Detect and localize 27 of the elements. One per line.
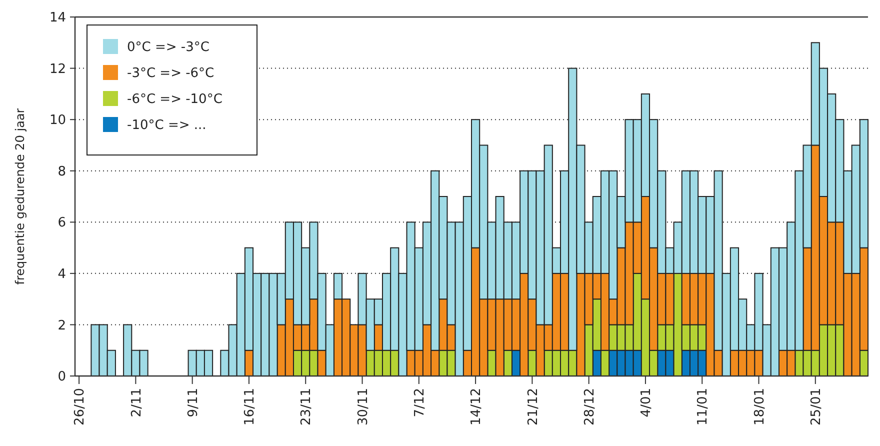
x-tick-label: 7/12 (412, 388, 428, 418)
legend-label: 0°C => -3°C (127, 40, 210, 56)
x-tick-label: 23/11 (299, 388, 314, 426)
x-tick-label: 2/11 (129, 388, 144, 418)
legend-label: -3°C => -6°C (127, 66, 214, 82)
legend-label: -10°C => ... (127, 118, 206, 134)
y-tick-label: 0 (58, 370, 66, 385)
y-axis-title: frequentie gedurende 20 jaar (13, 108, 27, 285)
y-tick-label: 4 (58, 266, 66, 282)
x-tick-label: 25/01 (808, 388, 824, 426)
x-tick-label: 14/12 (469, 388, 484, 426)
x-tick-label: 4/01 (639, 388, 654, 418)
x-tick-label: 16/11 (242, 388, 258, 426)
x-tick-label: 28/12 (582, 388, 598, 426)
x-tick-label: 26/10 (72, 388, 88, 426)
y-tick-label: 14 (49, 10, 66, 26)
y-tick-label: 12 (49, 62, 66, 77)
x-tick-label: 9/11 (186, 388, 201, 418)
x-tick-label: 21/12 (526, 388, 541, 426)
y-tick-label: 6 (58, 216, 66, 231)
legend-label: -6°C => -10°C (127, 92, 222, 108)
x-tick-label: 30/11 (356, 388, 371, 426)
x-tick-label: 18/01 (752, 388, 768, 426)
y-tick-label: 2 (58, 318, 66, 334)
x-tick-label: 11/01 (696, 388, 711, 426)
y-tick-label: 8 (58, 164, 66, 180)
y-tick-label: 10 (49, 113, 66, 128)
